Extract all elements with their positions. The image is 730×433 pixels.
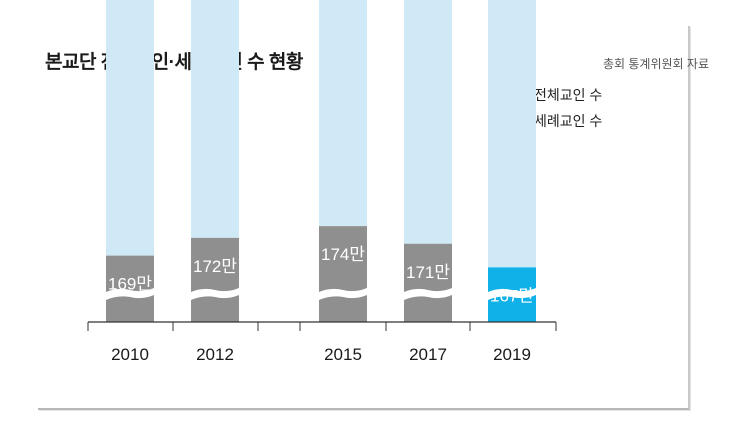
baptized-bar-base-2010 [106, 295, 154, 322]
total-bar-2017 [404, 0, 452, 244]
x-tick-label-2019: 2019 [493, 345, 531, 364]
baptized-bar-base-2015 [319, 295, 367, 322]
x-tick-label-2012: 2012 [196, 345, 234, 364]
legend-label-baptized: 세례교인 수 [534, 113, 603, 129]
baptized-label-2019: 167만 [490, 286, 534, 305]
baptized-bar-base-2017 [404, 295, 452, 322]
baptized-bar-2017 [404, 243, 452, 292]
source-note: 총회 통계위원회 자료 [602, 57, 709, 71]
total-bar-2015 [319, 0, 367, 227]
baptized-bar-2015 [319, 226, 367, 292]
baptized-bar-2012 [191, 237, 239, 292]
baptized-label-2015: 174만 [321, 245, 365, 264]
total-bar-2012 [191, 0, 239, 238]
legend-label-total: 전체교인 수 [534, 87, 603, 103]
baptized-label-2017: 171만 [406, 263, 450, 282]
x-tick-label-2010: 2010 [111, 345, 149, 364]
x-tick-label-2017: 2017 [409, 345, 447, 364]
total-bar-2019 [488, 0, 536, 268]
baptized-bar-2010 [106, 255, 154, 292]
total-bar-2010 [106, 0, 154, 256]
baptized-bar-base-2012 [191, 295, 239, 322]
baptized-bar-2019 [488, 267, 536, 292]
baptized-label-2012: 172만 [193, 257, 237, 276]
baptized-label-2010: 169만 [108, 275, 152, 294]
x-tick-label-2015: 2015 [324, 345, 362, 364]
baptized-bar-base-2019 [488, 295, 536, 322]
